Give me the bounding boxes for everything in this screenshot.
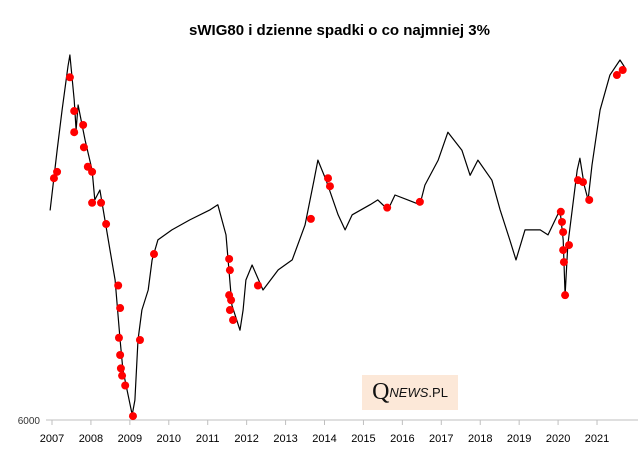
y-tick-label: 6000	[18, 416, 41, 427]
x-tick-label: 2016	[390, 433, 414, 445]
chart-title: sWIG80 i dzienne spadki o co najmniej 3%	[189, 22, 490, 39]
x-tick-label: 2011	[196, 433, 220, 445]
drop-marker	[324, 174, 333, 183]
drop-marker	[53, 167, 62, 176]
x-tick-label: 2009	[118, 433, 142, 445]
drop-marker	[79, 120, 88, 129]
drop-marker	[225, 266, 234, 275]
drop-marker	[306, 214, 315, 223]
drop-marker	[253, 281, 262, 290]
drop-marker	[612, 71, 621, 80]
drop-marker	[70, 128, 79, 137]
drop-marker	[227, 296, 236, 305]
x-tick-label: 2013	[273, 433, 297, 445]
drop-marker	[225, 306, 234, 315]
drop-marker	[88, 198, 97, 207]
x-tick-label: 2010	[157, 433, 181, 445]
x-tick-label: 2020	[546, 433, 570, 445]
drop-marker	[116, 304, 125, 313]
drop-marker	[557, 217, 566, 226]
drop-marker	[121, 381, 130, 390]
x-tick-label: 2008	[79, 433, 103, 445]
swig80-line	[49, 54, 626, 416]
drop-marker	[383, 203, 392, 212]
drop-marker	[135, 336, 144, 345]
x-tick-label: 2017	[429, 433, 453, 445]
x-tick-label: 2014	[312, 433, 336, 445]
drop-marker	[116, 351, 125, 360]
x-tick-label: 2015	[351, 433, 375, 445]
logo-q: Q	[372, 379, 390, 405]
drop-marker	[116, 364, 125, 373]
drop-marker	[559, 228, 568, 237]
drop-marker	[325, 182, 334, 191]
drop-marker	[118, 371, 127, 380]
drop-marker	[561, 291, 570, 300]
drop-marker	[114, 333, 123, 342]
drop-marker	[225, 254, 234, 263]
drop-marker	[114, 281, 123, 290]
drop-marker	[65, 73, 74, 82]
drop-marker	[128, 412, 137, 421]
drop-marker	[102, 220, 111, 229]
x-tick-label: 2018	[468, 433, 492, 445]
logo-news: NEWS	[389, 385, 429, 400]
drop-marker	[559, 246, 568, 255]
drop-marker	[88, 167, 97, 176]
drop-marker	[579, 178, 588, 187]
drop-marker	[97, 198, 106, 207]
x-tick-label: 2021	[585, 433, 609, 445]
qnews-logo: Q NEWS .PL	[362, 375, 458, 410]
logo-pl: .PL	[428, 385, 448, 400]
drop-marker	[229, 316, 238, 325]
drop-marker	[585, 195, 594, 204]
x-tick-label: 2007	[40, 433, 64, 445]
drop-marker	[564, 241, 573, 250]
drop-marker	[79, 143, 88, 152]
drop-marker	[415, 197, 424, 206]
drop-marker	[149, 250, 158, 259]
x-tick-label: 2012	[234, 433, 258, 445]
drop-marker	[556, 207, 565, 216]
drop-marker	[618, 66, 627, 75]
drop-marker	[70, 107, 79, 116]
drop-marker	[559, 258, 568, 267]
drop-marker	[49, 174, 58, 183]
x-tick-label: 2019	[507, 433, 531, 445]
